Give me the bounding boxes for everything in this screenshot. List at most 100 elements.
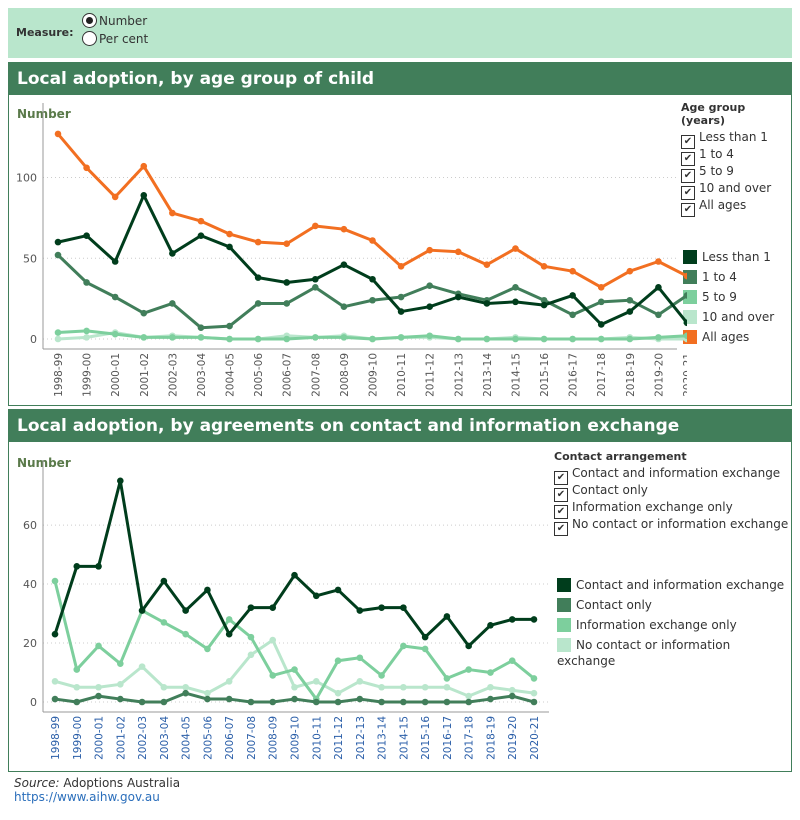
checkbox-checked-icon: ✔ <box>681 169 695 183</box>
filter-item[interactable]: ✔ 5 to 9 <box>681 163 791 183</box>
checkbox-checked-icon: ✔ <box>554 505 568 519</box>
x-tick-label: 2003-04 <box>159 716 171 760</box>
data-point <box>400 698 407 706</box>
data-point <box>655 334 662 341</box>
data-point <box>334 586 342 594</box>
filter-item[interactable]: ✔ All ages <box>681 197 791 217</box>
filter-item[interactable]: ✔ Less than 1 <box>681 129 791 149</box>
data-point <box>226 335 233 343</box>
data-point <box>443 613 451 620</box>
data-point <box>247 633 255 641</box>
legend-label: 1 to 4 <box>702 270 737 284</box>
data-point <box>356 654 364 662</box>
checkbox-checked-icon: ✔ <box>681 152 695 166</box>
filter-item-label: Information exchange only <box>572 500 733 514</box>
data-point <box>530 675 538 682</box>
data-point <box>138 698 146 706</box>
filter-item[interactable]: ✔ No contact or information exchange <box>554 516 788 536</box>
x-tick-label: 2002-03 <box>137 716 149 760</box>
data-point <box>254 300 262 307</box>
series-line <box>53 479 534 648</box>
x-tick-label: 2017-18 <box>596 353 608 397</box>
age-group-filter: Age group (years) ✔ Less than 1 ✔ 1 to 4 ✔ 5 … <box>681 101 791 217</box>
data-point <box>226 243 233 251</box>
contact-filter: Contact arrangement ✔ Contact and informa… <box>554 450 788 536</box>
data-point <box>626 308 634 315</box>
filter-item[interactable]: ✔ Contact and information exchange <box>554 465 788 485</box>
filter-item[interactable]: ✔ 10 and over <box>681 180 791 200</box>
x-tick-label: 2001-02 <box>139 353 151 397</box>
data-point <box>683 332 687 340</box>
filter-item[interactable]: ✔ Information exchange only <box>554 499 788 519</box>
data-point <box>51 630 59 638</box>
x-tick-label: 2005-06 <box>253 353 265 397</box>
data-point <box>226 230 233 238</box>
data-point <box>378 604 385 611</box>
data-point <box>95 692 102 700</box>
data-point <box>54 329 62 336</box>
data-point <box>204 689 211 697</box>
x-tick-label: 2014-15 <box>398 716 410 760</box>
y-tick-label: 100 <box>16 172 37 185</box>
data-point <box>54 251 62 259</box>
legend-item: 5 to 9 <box>683 289 774 309</box>
data-point <box>283 279 291 286</box>
x-tick-label: 2010-11 <box>396 353 408 397</box>
legend-item: 1 to 4 <box>683 269 774 289</box>
data-point <box>569 335 576 343</box>
x-tick-label: 2000-01 <box>94 716 106 760</box>
x-tick-label: 2011-12 <box>333 716 345 760</box>
x-tick-label: 2015-16 <box>420 716 432 760</box>
data-point <box>51 695 59 703</box>
data-point <box>160 577 168 585</box>
data-point <box>269 604 277 611</box>
x-tick-label: 2004-05 <box>225 353 237 397</box>
filter-item-label: 10 and over <box>699 181 772 195</box>
data-point <box>269 698 277 706</box>
x-tick-label: 2007-08 <box>246 716 258 760</box>
y-tick-label: 50 <box>23 252 37 265</box>
data-point <box>508 692 516 700</box>
data-point <box>140 191 148 199</box>
data-point <box>51 678 59 685</box>
data-point <box>117 660 124 667</box>
x-tick-label: 2009-10 <box>290 716 302 760</box>
data-point <box>111 293 119 301</box>
data-point <box>291 571 298 579</box>
x-tick-label: 2012-13 <box>453 353 465 397</box>
x-tick-label: 1999-00 <box>72 716 84 760</box>
data-point <box>225 678 233 685</box>
data-point <box>247 698 255 706</box>
data-point <box>530 689 538 697</box>
filter-item[interactable]: ✔ 1 to 4 <box>681 146 791 166</box>
filter-item-label: Contact only <box>572 483 648 497</box>
data-point <box>508 657 516 665</box>
filter-item[interactable]: ✔ Contact only <box>554 482 788 502</box>
data-point <box>454 335 462 343</box>
legend-label: Contact and information exchange <box>576 578 785 592</box>
age-group-legend: Less than 1 1 to 4 5 to 9 10 and over All ag… <box>683 249 774 349</box>
y-tick-label: 0 <box>30 696 37 709</box>
x-tick-label: 2017-18 <box>464 716 476 760</box>
radio-selected-icon <box>82 13 97 28</box>
data-point <box>283 300 291 307</box>
data-point <box>487 695 494 703</box>
data-point <box>397 308 405 315</box>
radio-per-cent[interactable]: Per cent <box>82 31 148 46</box>
legend-swatch <box>557 618 571 632</box>
x-tick-label: 2010-11 <box>311 716 323 760</box>
x-tick-label: 2007-08 <box>310 353 322 397</box>
data-point <box>73 563 81 570</box>
radio-number[interactable]: Number <box>82 13 147 28</box>
data-point <box>397 263 405 270</box>
source-link[interactable]: https://www.aihw.gov.au <box>14 790 160 804</box>
data-point <box>291 683 298 691</box>
legend-swatch <box>557 598 571 612</box>
data-point <box>247 651 255 659</box>
data-point <box>269 672 277 679</box>
legend-item: Contact and information exchange <box>557 577 791 597</box>
data-point <box>312 678 320 685</box>
data-point <box>111 330 119 338</box>
data-point <box>356 607 364 614</box>
legend-swatch <box>557 638 571 652</box>
